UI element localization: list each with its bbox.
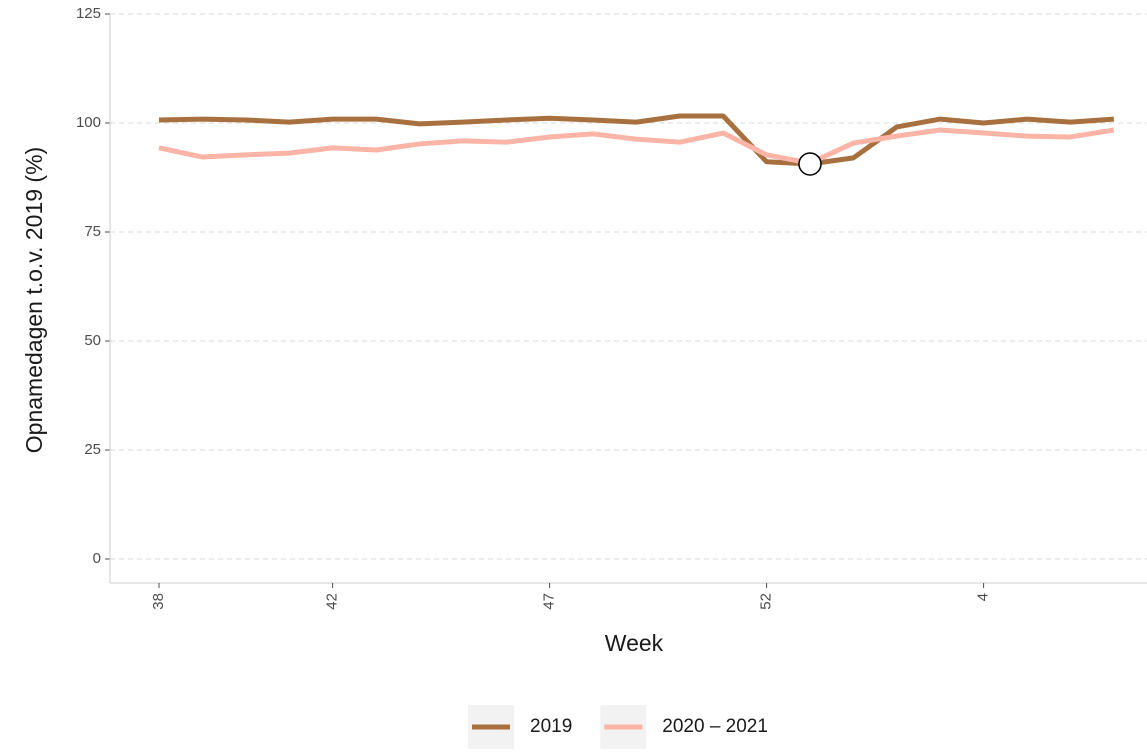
series-line: [158, 113, 1114, 167]
y-tick-label: 50: [84, 332, 101, 349]
hover-marker: [798, 152, 822, 176]
series-line: [158, 127, 1115, 166]
x-tick-label: 42: [324, 593, 341, 610]
y-tick-label: 0: [93, 550, 101, 567]
x-tick-label: 4: [975, 593, 992, 601]
legend-label: 2020 – 2021: [662, 716, 768, 737]
y-axis-title: Opnamedagen t.o.v. 2019 (%): [21, 147, 47, 453]
x-tick-label: 47: [541, 593, 558, 610]
y-tick-label: 25: [84, 441, 101, 458]
y-tick-label: 125: [76, 5, 101, 22]
x-axis-title: Week: [605, 630, 664, 656]
x-tick-label: 38: [150, 593, 167, 610]
y-tick-label: 100: [76, 114, 101, 131]
legend-label: 2019: [530, 716, 572, 737]
y-tick-label: 75: [84, 223, 101, 240]
x-tick-label: 52: [758, 593, 775, 610]
